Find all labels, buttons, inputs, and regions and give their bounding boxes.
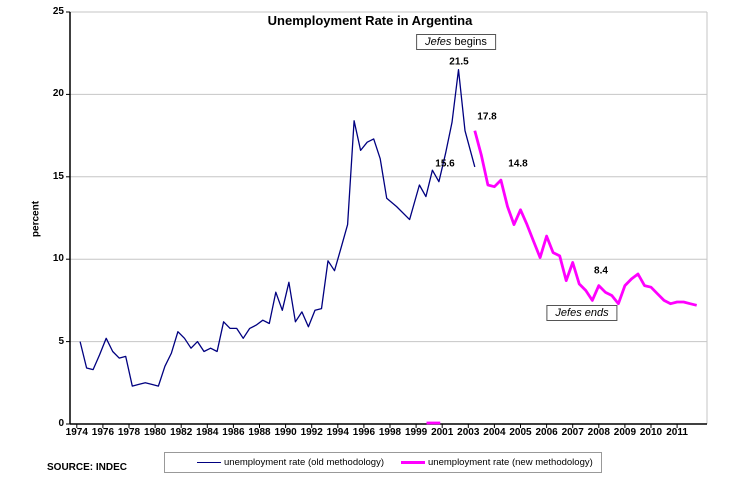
new-methodology-line [473,130,698,307]
legend-item-new: unemployment rate (new methodology) [401,457,593,468]
legend-item-old: unemployment rate (old methodology) [197,457,384,468]
legend-label-new: unemployment rate (new methodology) [428,457,593,468]
x-tick-label-2004: 2004 [483,427,506,438]
x-tick-label-1990: 1990 [274,427,297,438]
x-tick-label-1978: 1978 [117,427,141,438]
x-tick-label-1992: 1992 [300,427,323,438]
x-tick-label-1974: 1974 [65,427,88,438]
point-label-17.8: 17.8 [477,111,497,123]
legend: unemployment rate (old methodology) unem… [164,452,602,473]
x-tick-label-2001: 2001 [431,427,454,438]
y-axis-title: percent [30,200,42,238]
y-tick-label-0: 0 [58,418,64,429]
x-tick-label-1976: 1976 [91,427,115,438]
old-methodology-line [79,69,476,387]
x-tick-label-2008: 2008 [587,427,610,438]
legend-line-sample-new [401,461,426,464]
callout-jefes-begins: Jefes begins [416,34,496,50]
y-tick-label-15: 15 [52,170,64,182]
x-tick-label-2009: 2009 [613,427,637,438]
point-label-21.5: 21.5 [449,56,469,68]
callout-jefes-begins-italic: Jefes [425,36,452,48]
x-tick-label-2003: 2003 [457,427,480,438]
legend-label-old: unemployment rate (old methodology) [224,457,385,468]
point-label-15.6: 15.6 [435,158,455,170]
x-tick-label-2010: 2010 [639,427,663,438]
x-tick-label-1999: 1999 [404,427,428,438]
point-label-14.8: 14.8 [508,158,528,170]
x-tick-label-1998: 1998 [378,427,402,438]
x-tick-label-2007: 2007 [561,427,584,438]
x-tick-label-2006: 2006 [535,427,558,438]
callout-jefes-begins-rest: begins [451,36,487,48]
x-tick-label-1996: 1996 [352,427,376,438]
y-tick-label-5: 5 [58,335,64,347]
callout-jefes-ends-italic: Jefes ends [555,307,609,319]
source-note: SOURCE: INDEC [47,462,128,473]
x-tick-label-2011: 2011 [666,427,688,438]
point-label-8.4: 8.4 [594,265,608,277]
x-tick-label-1994: 1994 [326,427,349,438]
y-tick-label-25: 25 [52,6,64,17]
y-tick-label-20: 20 [52,88,64,100]
legend-line-sample-old [197,461,221,464]
x-tick-label-1986: 1986 [222,427,245,438]
chart-title: Unemployment Rate in Argentina [267,13,473,28]
x-tick-label-1982: 1982 [170,427,193,438]
x-tick-label-1988: 1988 [248,427,271,438]
x-tick-label-2005: 2005 [509,427,532,438]
x-tick-label-1984: 1984 [196,427,219,438]
y-tick-label-10: 10 [52,253,64,265]
callout-jefes-ends: Jefes ends [546,305,618,321]
x-tick-label-1980: 1980 [143,427,167,438]
